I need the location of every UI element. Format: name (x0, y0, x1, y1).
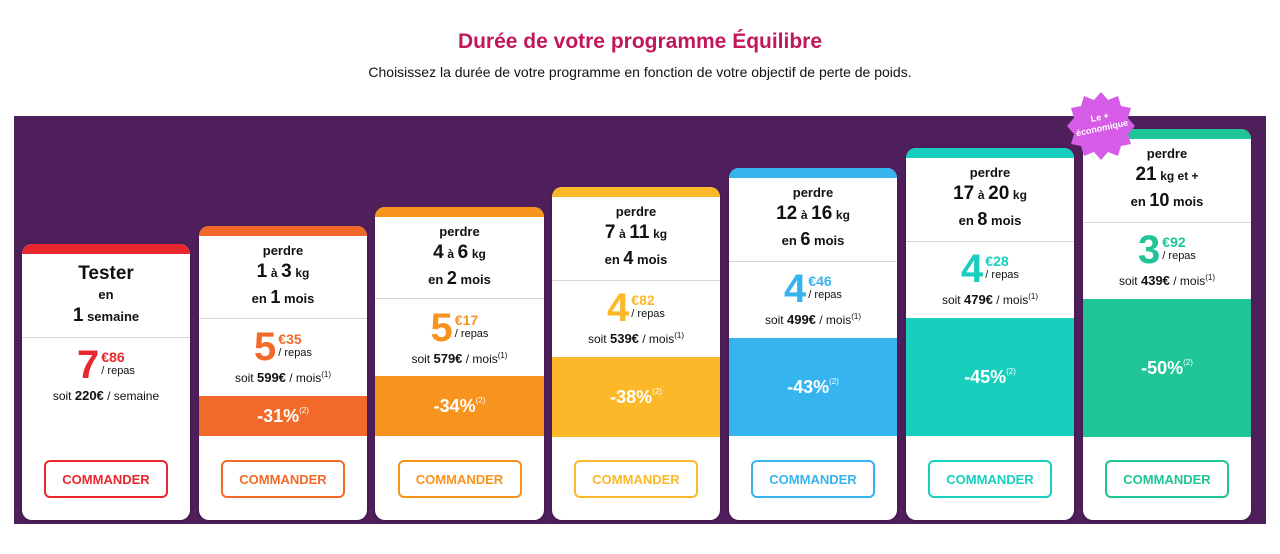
plan-card-8-months: perdre 17 à 20 kg en 8 mois 4 €28 / repa… (906, 148, 1074, 520)
order-button-tester[interactable]: COMMANDER (44, 460, 168, 498)
monthly-total: soit 479€ / mois(1) (941, 292, 1039, 307)
price-euros: 4 (607, 286, 630, 330)
plan-duration: en 2 mois (428, 268, 491, 288)
plan-card-topbar (199, 226, 367, 236)
order-button-6-months[interactable]: COMMANDER (751, 460, 875, 498)
plan-card-header: perdre 17 à 20 kg en 8 mois (906, 158, 1074, 242)
best-value-badge: Le + économique (1065, 90, 1137, 162)
plan-duration: en 1 mois (251, 287, 315, 307)
price-euros: 5 (254, 325, 277, 369)
plan-duration: en 10 mois (1130, 190, 1204, 210)
price-euros: 4 (784, 267, 807, 311)
monthly-total: soit 599€ / mois(1) (234, 370, 332, 385)
plan-card-header: perdre 4 à 6 kg en 2 mois (375, 217, 544, 299)
monthly-total: soit 439€ / mois(1) (1118, 273, 1216, 288)
plan-price: 4 €28 / repas soit 479€ / mois(1) (906, 244, 1074, 307)
plan-price: 3 €92 / repas soit 439€ / mois(1) (1083, 225, 1251, 288)
plan-weight-range: 21 kg et + (1135, 164, 1199, 185)
plan-weight-range: 1 à 3 kg (256, 261, 310, 282)
plan-card-topbar (906, 148, 1074, 158)
order-button-10-months[interactable]: COMMANDER (1105, 460, 1229, 498)
page-title: Durée de votre programme Équilibre (457, 30, 823, 53)
price-euros: 4 (961, 247, 984, 291)
monthly-total: soit 499€ / mois(1) (764, 312, 862, 327)
price-cents: €82 (631, 292, 655, 308)
plan-card-10-months: perdre 21 kg et + en 10 mois 3 €92 / rep… (1083, 129, 1251, 520)
plan-duration: en 4 mois (604, 248, 668, 268)
plan-weight-range: 17 à 20 kg (953, 183, 1027, 204)
plan-card-topbar (729, 168, 897, 178)
plan-weight-range: 4 à 6 kg (433, 242, 486, 263)
per-meal-label: / repas (1162, 250, 1196, 262)
plan-card-header: perdre 7 à 11 kg en 4 mois (552, 197, 720, 281)
plan-card-6-months: perdre 12 à 16 kg en 6 mois 4 €46 / repa… (729, 168, 897, 520)
per-meal-label: / repas (454, 328, 489, 340)
price-cents: €92 (1162, 234, 1186, 250)
order-button-2-months[interactable]: COMMANDER (397, 460, 522, 498)
per-meal-label: / repas (278, 347, 312, 359)
plan-card-topbar (375, 207, 544, 217)
plan-card-header: Tester en 1 semaine (22, 254, 190, 338)
plan-card-tester: Tester en 1 semaine 7 €86 / repas soit 2… (22, 244, 190, 520)
starburst-icon (1067, 92, 1135, 160)
plan-price: 5 €17 / repas soit 579€ / mois(1) (375, 303, 544, 366)
plan-card-header: perdre 21 kg et + en 10 mois (1083, 139, 1251, 223)
plan-duration: en 8 mois (958, 209, 1022, 229)
plan-weight-range: 7 à 11 kg (604, 222, 668, 243)
plan-name: Tester (78, 263, 134, 284)
monthly-total: soit 579€ / mois(1) (411, 351, 508, 366)
per-meal-label: / repas (985, 269, 1019, 281)
price-cents: €28 (985, 253, 1009, 269)
discount-badge: -34% (2) (375, 376, 544, 436)
price-cents: €86 (101, 349, 125, 365)
discount-badge: -50% (2) (1083, 299, 1251, 437)
weekly-total: soit 220€ / semaine (52, 388, 160, 403)
page-subtitle: Choisissez la durée de votre programme e… (368, 64, 912, 80)
plan-price: 7 €86 / repas soit 220€ / semaine (22, 340, 190, 403)
plan-card-header: perdre 1 à 3 kg en 1 mois (199, 236, 367, 319)
plan-price: 5 €35 / repas soit 599€ / mois(1) (199, 322, 367, 385)
price-cents: €46 (808, 273, 832, 289)
plan-price: 4 €82 / repas soit 539€ / mois(1) (552, 283, 720, 346)
discount-badge: -38% (2) (552, 357, 720, 437)
plan-duration: 1 semaine (72, 305, 140, 326)
discount-badge: -45% (2) (906, 318, 1074, 436)
plan-card-4-months: perdre 7 à 11 kg en 4 mois 4 €82 / repas… (552, 187, 720, 520)
monthly-total: soit 539€ / mois(1) (587, 331, 685, 346)
price-cents: €35 (278, 331, 302, 347)
order-button-4-months[interactable]: COMMANDER (574, 460, 698, 498)
plan-card-1-month: perdre 1 à 3 kg en 1 mois 5 €35 / repas … (199, 226, 367, 520)
price-euros: 7 (77, 343, 100, 387)
plan-card-topbar (552, 187, 720, 197)
plan-card-topbar (22, 244, 190, 254)
discount-badge: -31% (2) (199, 396, 367, 436)
per-meal-label: / repas (808, 289, 842, 301)
discount-badge: -43% (2) (729, 338, 897, 436)
plan-weight-range: 12 à 16 kg (776, 203, 850, 224)
price-euros: 3 (1138, 228, 1161, 272)
plan-duration: en 6 mois (781, 229, 845, 249)
plan-card-topbar (1083, 129, 1251, 139)
per-meal-label: / repas (101, 365, 135, 377)
per-meal-label: / repas (631, 308, 665, 320)
plan-card-header: perdre 12 à 16 kg en 6 mois (729, 178, 897, 262)
price-euros: 5 (430, 306, 453, 350)
order-button-1-month[interactable]: COMMANDER (221, 460, 345, 498)
plan-price: 4 €46 / repas soit 499€ / mois(1) (729, 264, 897, 327)
order-button-8-months[interactable]: COMMANDER (928, 460, 1052, 498)
price-cents: €17 (454, 312, 479, 328)
plan-card-2-months: perdre 4 à 6 kg en 2 mois 5 €17 / repas … (375, 207, 544, 520)
plan-en: en (98, 287, 114, 302)
